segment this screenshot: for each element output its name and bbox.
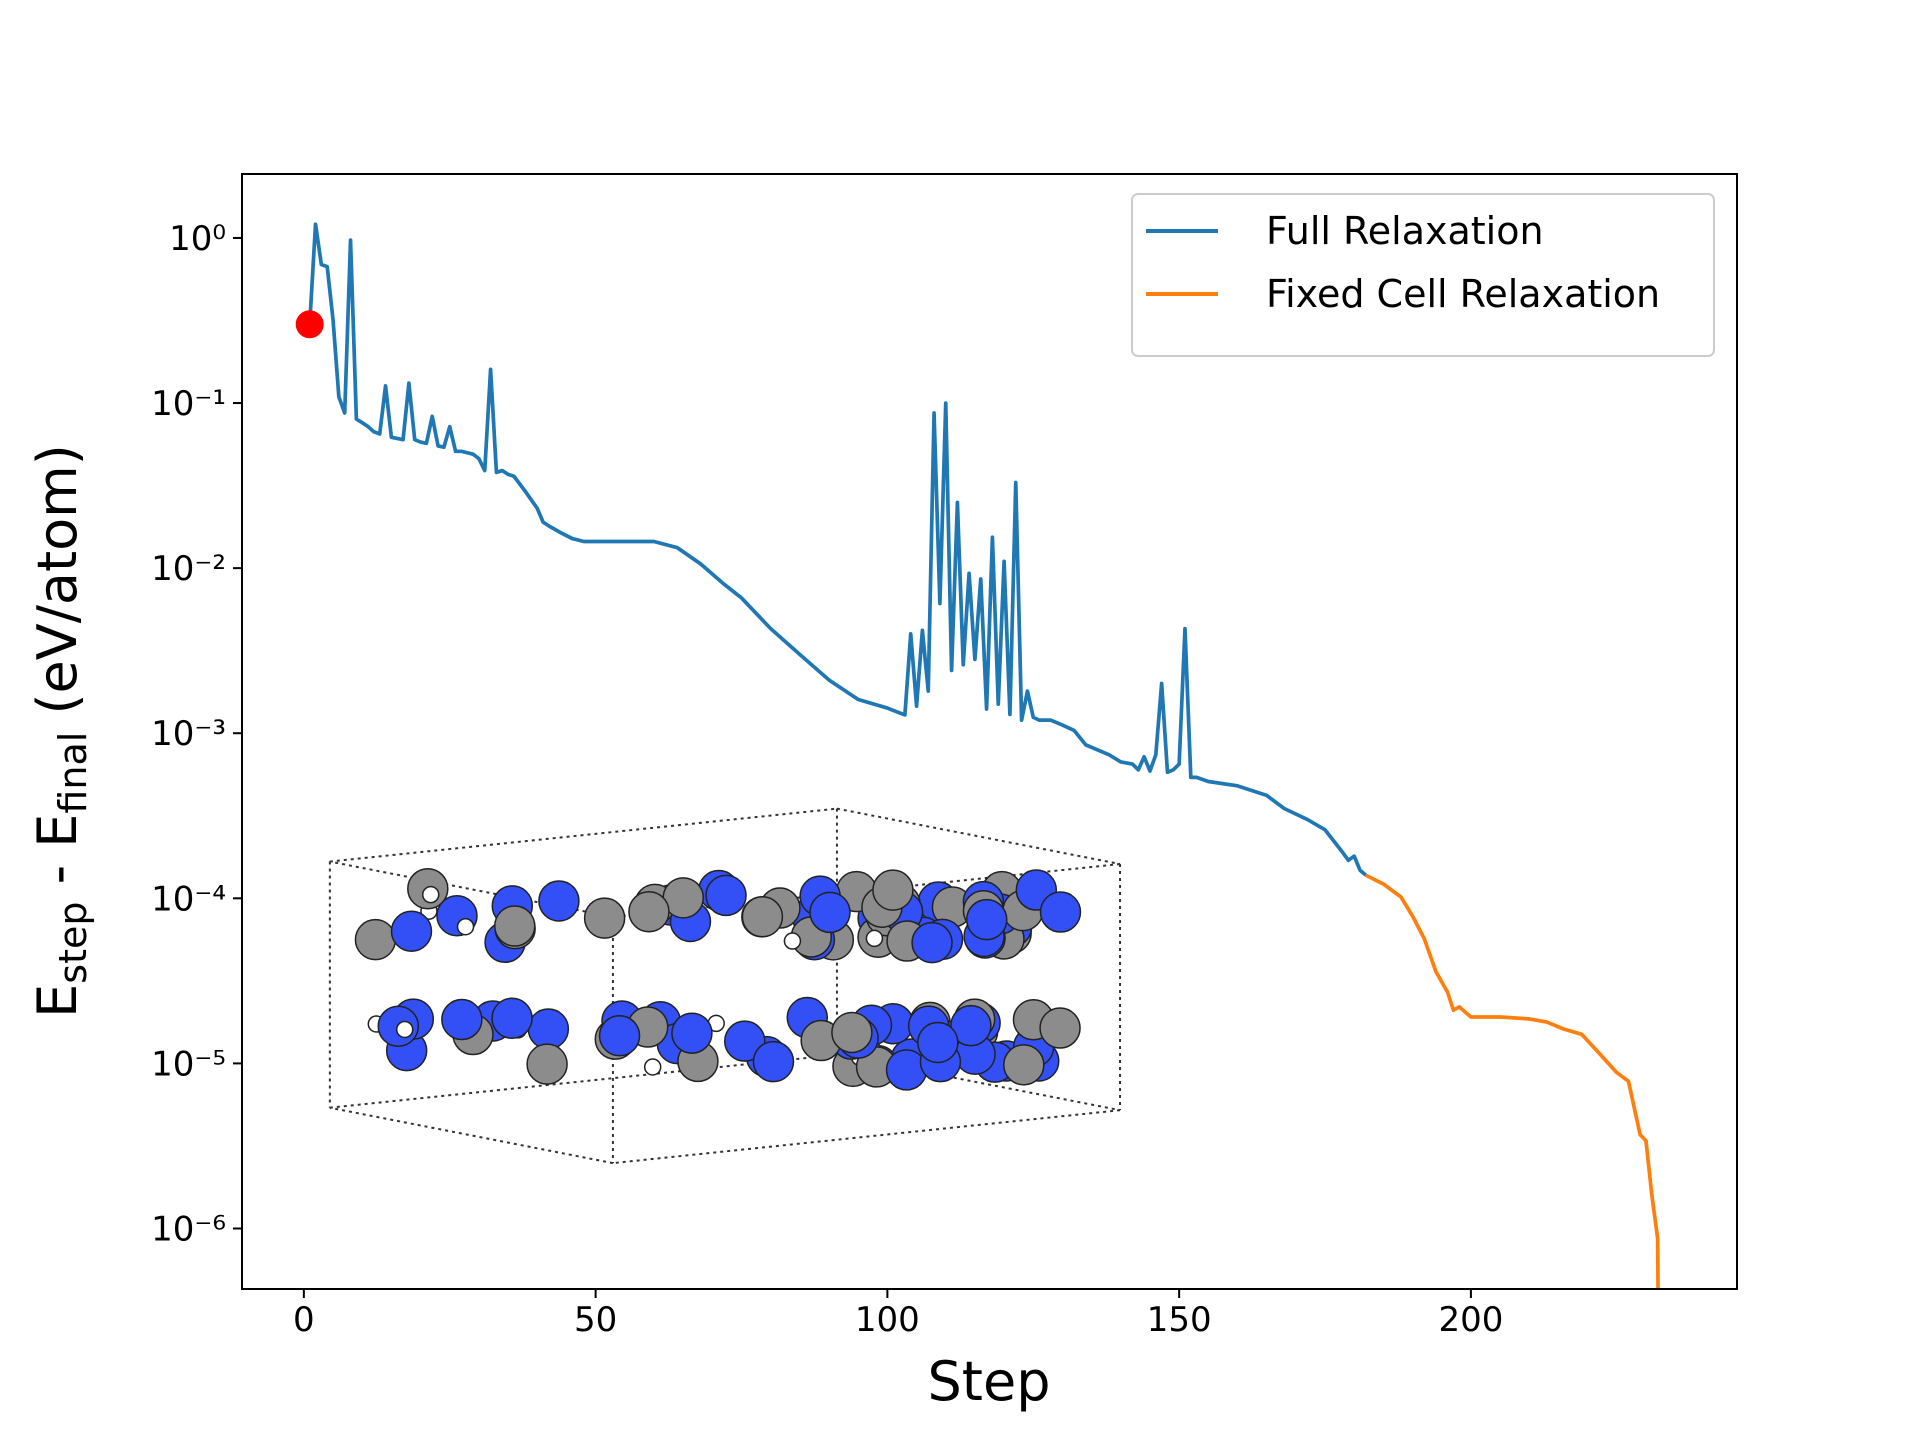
atom-c [494, 905, 536, 947]
cell-edge [329, 1106, 614, 1165]
atom-n [917, 1021, 959, 1064]
y-tick-label: 10⁻¹ [151, 384, 226, 424]
atom-n [723, 1020, 766, 1062]
cell-edge [612, 1109, 1121, 1165]
y-tick-label: 10⁻⁴ [151, 879, 226, 919]
atom-h [783, 932, 802, 950]
x-tick-label: 150 [1147, 1300, 1212, 1340]
cell-edge [329, 807, 838, 863]
x-tick-label: 200 [1438, 1300, 1503, 1340]
atom-c [526, 1043, 568, 1085]
atom-c [872, 869, 914, 911]
atom-c [1039, 1007, 1081, 1049]
atom-n [441, 998, 483, 1041]
cell-edge [836, 1053, 1121, 1112]
atom-c [831, 1011, 873, 1054]
series-line [307, 222, 1368, 877]
series-line [1365, 873, 1660, 1289]
atom-c [628, 890, 670, 933]
atom-n [1039, 891, 1082, 933]
structure-inset [328, 807, 1122, 1165]
y-axis-label: Estep - Efinal (eV/atom) [26, 444, 95, 1018]
y-tick-label: 10⁻⁶ [151, 1209, 226, 1249]
y-tick-label: 10⁰ [169, 219, 226, 259]
legend-label: Fixed Cell Relaxation [1266, 272, 1660, 316]
atom-n [911, 921, 953, 964]
y-label-subscript: step [51, 902, 95, 984]
axes-frame [241, 173, 1738, 1290]
atom-n [598, 1014, 641, 1057]
x-axis-label: Step [928, 1350, 1051, 1413]
y-label-part: - E [26, 814, 89, 902]
y-tick-label: 10⁻² [151, 549, 226, 589]
atom-n [705, 874, 747, 917]
y-tick-label: 10⁻⁵ [151, 1044, 226, 1084]
cell-edge [329, 860, 614, 918]
atom-h [643, 1058, 662, 1076]
atom-c [583, 897, 626, 939]
atom-h [865, 929, 884, 948]
atom-n [390, 910, 433, 953]
y-label-part: (eV/atom) [26, 444, 89, 732]
start-marker [295, 310, 324, 339]
atom-h [456, 917, 475, 936]
atom-n [527, 1008, 570, 1050]
cell-edge [329, 1053, 838, 1109]
atom-c [354, 918, 397, 961]
atom-h [421, 885, 440, 904]
atom-n [965, 898, 1008, 941]
legend-box [1131, 193, 1715, 357]
y-label-part: E [26, 984, 89, 1018]
x-tick-label: 0 [293, 1300, 315, 1340]
atom-n [538, 880, 580, 922]
atom-n [809, 891, 851, 934]
cell-edge [836, 807, 1121, 866]
x-tick-label: 100 [855, 1300, 920, 1340]
atom-c [1003, 1044, 1045, 1086]
legend-label: Full Relaxation [1266, 209, 1544, 253]
y-label-subscript: final [51, 732, 95, 814]
y-tick-label: 10⁻³ [151, 714, 226, 754]
atom-c [741, 895, 784, 938]
atom-h [395, 1020, 414, 1039]
x-tick-label: 50 [574, 1300, 617, 1340]
atom-n [950, 1004, 992, 1047]
plot-area [295, 222, 1660, 1289]
atom-n [491, 997, 533, 1040]
atom-n [671, 1012, 713, 1054]
atom-n [752, 1040, 795, 1083]
